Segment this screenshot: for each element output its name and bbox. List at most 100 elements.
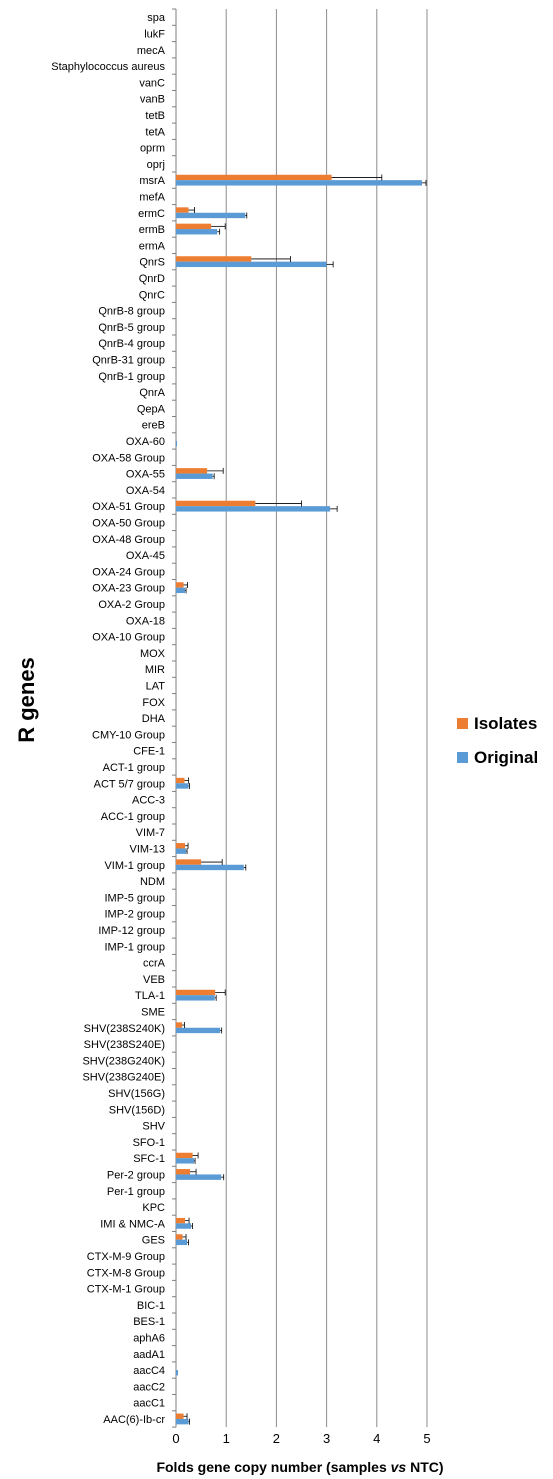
category-label: SHV(238G240K) bbox=[82, 1055, 165, 1067]
bar-isolates bbox=[176, 989, 216, 996]
category-label: CFE-1 bbox=[133, 746, 165, 758]
category-label: CTX-M-8 Group bbox=[87, 1267, 165, 1279]
category-label: ACC-3 bbox=[132, 795, 165, 807]
category-label: OXA-54 bbox=[126, 485, 165, 497]
category-label: OXA-24 Group bbox=[92, 566, 165, 578]
category-label: FOX bbox=[142, 697, 165, 709]
category-labels: spa lukF mecA Staphylococcus aureus vanC vanB… bbox=[51, 12, 166, 1426]
x-tick-label: 2 bbox=[273, 1431, 280, 1446]
category-label: Staphylococcus aureus bbox=[51, 61, 165, 73]
bar-original bbox=[176, 1223, 192, 1229]
bar-original bbox=[176, 1418, 189, 1425]
category-label: BIC-1 bbox=[137, 1300, 165, 1312]
category-label: vanC bbox=[139, 77, 165, 89]
category-label: OXA-51 Group bbox=[92, 501, 165, 513]
bar-original bbox=[176, 995, 215, 1001]
category-label: QnrC bbox=[139, 289, 165, 301]
legend: Isolates Original bbox=[457, 714, 538, 767]
x-tick-label: 1 bbox=[223, 1431, 230, 1446]
category-label: OXA-45 bbox=[126, 550, 165, 562]
category-label: KPC bbox=[142, 1202, 165, 1214]
category-label: CTX-M-9 Group bbox=[87, 1251, 165, 1263]
category-label: mecA bbox=[137, 45, 166, 57]
category-label: LAT bbox=[146, 680, 166, 692]
category-label: mefA bbox=[139, 191, 165, 203]
category-label: ermC bbox=[138, 208, 165, 220]
category-label: CTX-M-1 Group bbox=[87, 1284, 165, 1296]
category-label: MOX bbox=[140, 648, 166, 660]
category-label: IMI & NMC-A bbox=[100, 1218, 165, 1230]
category-label: IMP-1 group bbox=[104, 941, 165, 953]
bar-isolates bbox=[176, 843, 186, 849]
bar-isolates bbox=[176, 174, 332, 181]
x-tick-label: 5 bbox=[423, 1431, 430, 1446]
bar-original bbox=[176, 864, 244, 871]
category-label: aacC1 bbox=[133, 1398, 165, 1410]
bar-original bbox=[176, 506, 331, 512]
category-label: vanB bbox=[140, 94, 165, 106]
category-label: oprm bbox=[140, 143, 165, 155]
category-label: QnrB-5 group bbox=[98, 322, 165, 334]
category-label: SHV(238S240E) bbox=[84, 1039, 165, 1051]
error-bars bbox=[182, 174, 427, 1425]
legend-swatch-original bbox=[457, 752, 468, 763]
category-label: OXA-48 Group bbox=[92, 534, 165, 546]
bar-isolates bbox=[176, 1169, 191, 1175]
category-label: IMP-5 group bbox=[104, 892, 165, 904]
category-label: SHV(156D) bbox=[109, 1104, 165, 1116]
category-label: MIR bbox=[145, 664, 165, 676]
legend-label-isolates: Isolates bbox=[474, 714, 537, 733]
category-label: VIM-13 bbox=[130, 843, 165, 855]
category-label: OXA-50 Group bbox=[92, 517, 165, 529]
category-label: VIM-1 group bbox=[104, 860, 165, 872]
category-label: aadA1 bbox=[133, 1349, 165, 1361]
category-label: OXA-60 bbox=[126, 436, 165, 448]
gridlines bbox=[172, 8, 428, 1428]
x-tick-labels: 0 1 2 3 4 5 bbox=[172, 1431, 430, 1446]
x-tick-label: 0 bbox=[172, 1431, 179, 1446]
category-label: QnrB-8 group bbox=[98, 306, 165, 318]
category-label: GES bbox=[142, 1235, 165, 1247]
category-label: QnrB-1 group bbox=[98, 371, 165, 383]
category-label: ACT-1 group bbox=[103, 762, 165, 774]
category-label: SHV bbox=[142, 1121, 165, 1133]
category-label: QnrS bbox=[139, 257, 165, 269]
category-label: QnrB-31 group bbox=[92, 354, 165, 366]
category-label: ccrA bbox=[143, 958, 166, 970]
x-axis-title-part3: NTC) bbox=[406, 1459, 443, 1475]
category-label: BES-1 bbox=[133, 1316, 165, 1328]
category-label: tetB bbox=[145, 110, 165, 122]
category-label: aacC4 bbox=[133, 1365, 165, 1377]
category-label: QnrD bbox=[139, 273, 165, 285]
bar-isolates bbox=[176, 582, 184, 588]
category-label: VIM-7 bbox=[136, 827, 165, 839]
category-label: QepA bbox=[137, 403, 166, 415]
category-label: IMP-2 group bbox=[104, 909, 165, 921]
bars bbox=[176, 174, 422, 1425]
category-label: SFC-1 bbox=[133, 1153, 165, 1165]
category-label: OXA-18 bbox=[126, 615, 165, 627]
x-tick-label: 3 bbox=[323, 1431, 330, 1446]
category-label: SHV(156G) bbox=[108, 1088, 165, 1100]
legend-swatch-isolates bbox=[457, 718, 468, 729]
x-axis-title: Folds gene copy number (samples vs NTC) bbox=[156, 1459, 443, 1475]
category-label: aacC2 bbox=[133, 1381, 165, 1393]
category-label: OXA-23 Group bbox=[92, 583, 165, 595]
bar-isolates bbox=[176, 500, 256, 507]
x-tick-label: 4 bbox=[373, 1431, 380, 1446]
bar-original bbox=[176, 261, 327, 268]
bar-original bbox=[176, 1370, 179, 1376]
category-label: ereB bbox=[142, 420, 165, 432]
category-label: OXA-10 Group bbox=[92, 632, 165, 644]
bar-isolates bbox=[176, 1152, 193, 1159]
category-label: Per-2 group bbox=[107, 1169, 165, 1181]
bar-isolates bbox=[176, 223, 212, 230]
bar-isolates bbox=[176, 1022, 183, 1028]
category-label: aphA6 bbox=[133, 1332, 165, 1344]
category-label: NDM bbox=[140, 876, 165, 888]
bar-original bbox=[176, 1239, 188, 1246]
bar-original bbox=[176, 473, 213, 479]
legend-label-original: Original bbox=[474, 748, 538, 767]
bar-isolates bbox=[176, 207, 189, 213]
